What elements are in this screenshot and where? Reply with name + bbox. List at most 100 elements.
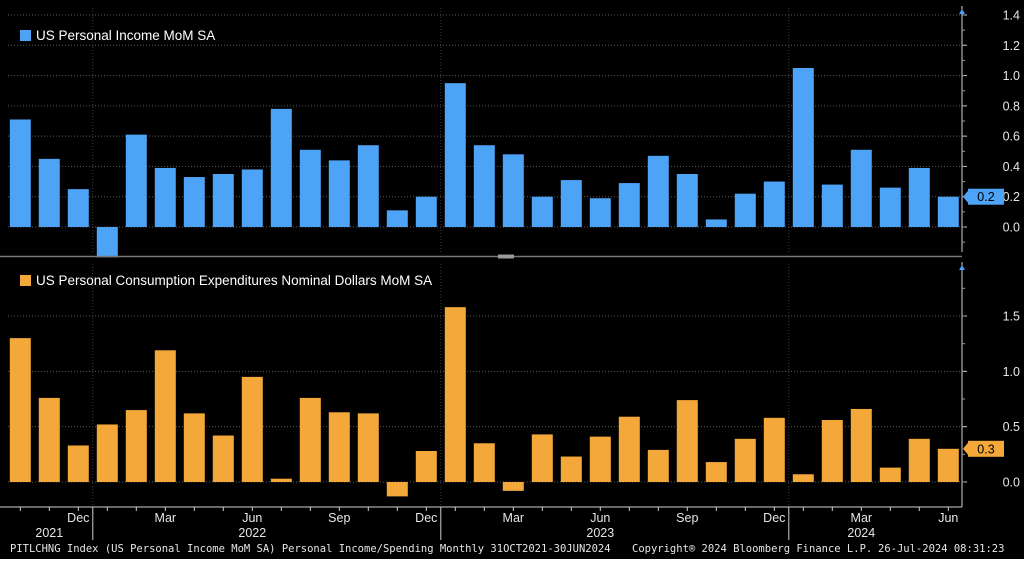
consumption-bar: [821, 420, 843, 482]
consumption-last-value-badge: [968, 440, 1004, 457]
y-tick-label: 0.8: [1003, 99, 1020, 113]
bloomberg-chart: 1.4 1.2 1.0 0.8 0.6 0.4 0.2 0.0 0.2 US Personal I…: [0, 6, 1020, 540]
y-tick-label: 1.2: [1003, 39, 1020, 53]
consumption-bar: [415, 451, 437, 482]
consumption-bar: [792, 474, 814, 482]
income-bar: [560, 180, 582, 227]
x-month-label: Jun: [590, 511, 610, 525]
consumption-bar: [386, 482, 408, 497]
consumption-bar: [763, 417, 785, 482]
consumption-bar: [618, 416, 640, 482]
income-bar: [908, 167, 930, 227]
income-bar: [212, 174, 234, 227]
income-bar: [676, 174, 698, 227]
x-month-label: Mar: [851, 511, 873, 525]
consumption-bar: [154, 350, 176, 482]
income-bar: [183, 177, 205, 227]
income-bar: [299, 149, 321, 227]
badge-pointer: [963, 190, 968, 203]
consumption-legend-label: US Personal Consumption Expenditures Nom…: [36, 273, 432, 288]
income-last-value-badge: [968, 188, 1004, 205]
consumption-bar: [212, 435, 234, 482]
consumption-bar: [560, 456, 582, 482]
x-month-label: Jun: [938, 511, 958, 525]
y-tick-label: 1.5: [1003, 310, 1020, 324]
x-year-label: 2021: [35, 526, 63, 540]
consumption-legend-swatch: [20, 275, 31, 286]
x-month-label: Jun: [242, 511, 262, 525]
income-bar: [850, 149, 872, 227]
y-tick-label: 0.2: [1003, 190, 1020, 204]
x-year-label: 2024: [847, 526, 875, 540]
x-month-label: Sep: [328, 511, 350, 525]
consumption-bar: [357, 413, 379, 482]
x-month-label: Dec: [67, 511, 89, 525]
y-tick-label: 0.6: [1003, 130, 1020, 144]
consumption-bar: [908, 438, 930, 482]
consumption-bar: [328, 412, 350, 482]
x-axis: Dec Mar Jun Sep Dec Mar Jun Sep Dec Mar Jun 2021 202…: [0, 506, 962, 540]
x-year-label: 2022: [238, 526, 266, 540]
consumption-bar: [125, 410, 147, 482]
income-bar: [589, 198, 611, 227]
income-bar: [937, 196, 959, 227]
income-bar: [38, 158, 60, 227]
income-bar: [705, 219, 727, 227]
panel-resize-handle: [498, 254, 514, 259]
consumption-bar: [9, 338, 31, 482]
income-bar: [821, 184, 843, 227]
x-month-label: Sep: [676, 511, 698, 525]
consumption-bar: [299, 397, 321, 482]
income-bar: [444, 83, 466, 228]
consumption-bar: [879, 467, 901, 482]
income-bar: [125, 134, 147, 227]
income-bar: [647, 155, 669, 227]
income-bar: [618, 183, 640, 227]
income-bar: [473, 145, 495, 227]
y-tick-label: 0.4: [1003, 160, 1020, 174]
y-tick-label: 0.0: [1003, 221, 1020, 235]
consumption-last-value-label: 0.3: [977, 442, 994, 456]
consumption-bar: [270, 478, 292, 482]
income-bar: [763, 181, 785, 227]
income-bar: [9, 119, 31, 227]
axis-arrow-icon: [959, 9, 965, 14]
bottom-margin: [0, 559, 1024, 571]
income-bar: [96, 227, 118, 258]
consumption-bar: [705, 462, 727, 482]
consumption-bar: [444, 307, 466, 482]
footer-copyright: Copyright® 2024 Bloomberg Finance L.P.: [632, 543, 873, 555]
consumption-panel: 1.5 1.0 0.5 0.0 0.3 US Personal Consumption E…: [8, 262, 1020, 507]
income-bar: [415, 196, 437, 227]
income-bar: [386, 210, 408, 227]
consumption-bar: [183, 413, 205, 482]
y-tick-label: 0.0: [1003, 476, 1020, 490]
consumption-bar: [937, 448, 959, 482]
x-month-label: Mar: [503, 511, 525, 525]
income-bar: [734, 193, 756, 227]
consumption-bar: [38, 397, 60, 482]
axis-arrow-icon: [959, 265, 965, 270]
footer-bar: PITLCHNG Index (US Personal Income MoM S…: [0, 541, 1024, 559]
consumption-bar: [589, 436, 611, 482]
consumption-bar: [531, 434, 553, 482]
income-last-value-label: 0.2: [977, 190, 994, 204]
y-tick-label: 1.0: [1003, 365, 1020, 379]
income-bar: [241, 169, 263, 227]
income-legend-label: US Personal Income MoM SA: [36, 28, 215, 43]
income-bar: [792, 68, 814, 227]
consumption-bar: [676, 400, 698, 482]
x-year-label: 2023: [586, 526, 614, 540]
x-month-label: Dec: [763, 511, 785, 525]
consumption-bar: [241, 376, 263, 482]
income-bar: [270, 108, 292, 227]
footer-timestamp: 26-Jul-2024 08:31:23: [878, 543, 1005, 555]
consumption-bar: [734, 438, 756, 482]
income-bar: [879, 187, 901, 227]
x-month-label: Mar: [155, 511, 177, 525]
income-bar: [67, 189, 89, 227]
consumption-bar: [502, 482, 524, 491]
consumption-bar: [473, 443, 495, 482]
badge-pointer: [963, 442, 968, 455]
